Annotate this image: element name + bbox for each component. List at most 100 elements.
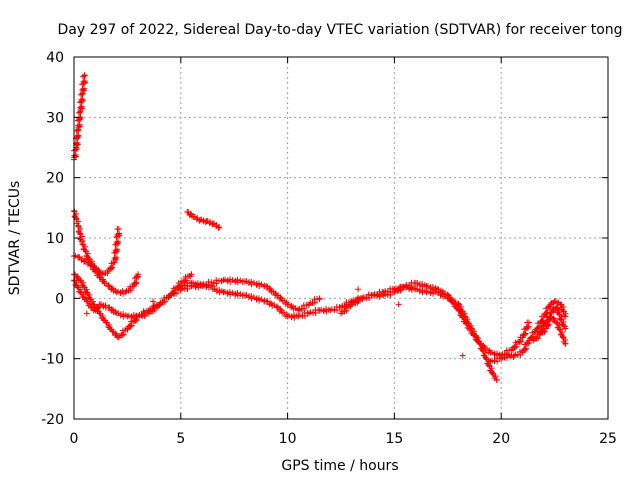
y-tick-label: 20 [46, 171, 64, 187]
data-point [395, 301, 402, 308]
data-point [114, 246, 121, 253]
data-point [518, 338, 525, 345]
data-point [76, 121, 83, 128]
data-point [513, 343, 520, 350]
data-point [73, 133, 80, 140]
series-arc-decay-1 [71, 207, 123, 278]
data-point [75, 122, 82, 129]
data-point [459, 352, 466, 359]
data-point [76, 115, 83, 122]
data-point [268, 300, 275, 307]
data-point [74, 283, 81, 290]
data-point [376, 290, 383, 297]
data-point [516, 348, 523, 355]
data-point [290, 303, 297, 310]
y-tick-label: 10 [46, 231, 64, 247]
data-point [234, 290, 241, 297]
data-point [359, 295, 366, 302]
data-point [90, 301, 97, 308]
series-arc-steep-rise [71, 72, 88, 163]
series-outliers [83, 286, 466, 359]
data-point [493, 376, 500, 383]
data-point [323, 306, 330, 312]
y-tick-labels: -20 -10 0 10 20 30 40 [41, 50, 64, 428]
data-point [150, 298, 157, 305]
data-point [115, 238, 122, 245]
chart-title: Day 297 of 2022, Sidereal Day-to-day VTE… [57, 22, 622, 38]
data-point [541, 328, 548, 335]
data-point [120, 331, 127, 338]
data-point [130, 312, 137, 319]
y-tick-label: 0 [55, 291, 64, 307]
data-point [522, 330, 529, 337]
y-tick-label: 30 [46, 110, 64, 126]
series-arc-main-3 [338, 279, 532, 359]
y-tick-label: -20 [41, 412, 64, 428]
data-point [295, 307, 302, 314]
data-point [135, 271, 142, 278]
data-point [524, 324, 531, 331]
data-point [78, 103, 85, 110]
x-tick-label: 5 [176, 431, 185, 447]
data-point [111, 255, 118, 262]
data-point [562, 325, 569, 332]
data-point [72, 252, 79, 259]
data-point [74, 139, 81, 146]
data-point [305, 310, 312, 317]
data-point [78, 96, 85, 103]
x-tick-labels: 0 5 10 15 20 25 [70, 431, 617, 447]
data-point [114, 231, 121, 238]
data-point [167, 292, 174, 299]
data-point [98, 271, 105, 278]
data-point [194, 280, 201, 287]
data-point [525, 323, 532, 330]
data-point [188, 271, 195, 278]
data-point [79, 86, 86, 93]
data-point [151, 307, 158, 314]
data-point [115, 225, 122, 232]
data-point [216, 224, 223, 231]
data-point [561, 312, 568, 319]
data-point [305, 301, 312, 308]
data-point [77, 277, 84, 284]
data-point [161, 298, 168, 305]
series-arc-main-1 [177, 276, 323, 314]
data-point [112, 254, 119, 261]
data-point [295, 313, 302, 320]
data-point [562, 340, 569, 347]
series-arc-isolated [184, 209, 223, 231]
data-point [226, 288, 233, 295]
x-tick-label: 25 [599, 431, 617, 447]
y-tick-label: -10 [41, 352, 64, 368]
data-point [429, 284, 436, 291]
data-point [291, 312, 298, 319]
data-point [498, 355, 505, 362]
data-point [75, 132, 82, 139]
axis-ticks [73, 56, 609, 420]
data-point [327, 307, 334, 314]
data-point [81, 72, 88, 79]
data-point [77, 289, 84, 296]
data-point [234, 276, 241, 283]
data-point [120, 311, 127, 318]
data-point [525, 319, 532, 326]
data-point [110, 259, 117, 266]
data-point [455, 307, 462, 314]
data-point [343, 307, 350, 314]
data-point [127, 287, 134, 294]
data-point [543, 310, 550, 317]
data-point [355, 286, 362, 293]
data-point [216, 287, 223, 294]
data-point [439, 288, 446, 295]
data-point [109, 264, 116, 271]
data-point [215, 224, 222, 231]
x-tick-label: 0 [70, 431, 79, 447]
data-points [71, 72, 569, 383]
data-point [83, 310, 90, 317]
data-point [128, 322, 135, 329]
data-point [523, 345, 530, 352]
data-point [77, 104, 84, 111]
data-point [226, 276, 233, 283]
data-point [511, 352, 518, 359]
data-point [108, 265, 115, 272]
